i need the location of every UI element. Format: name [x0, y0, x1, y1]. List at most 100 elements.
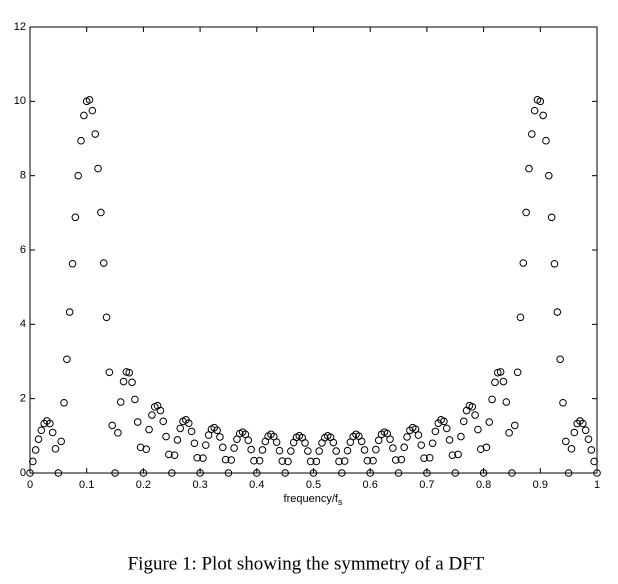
data-point [29, 457, 37, 466]
data-point [37, 426, 46, 435]
data-point [496, 368, 505, 376]
data-point [184, 419, 193, 427]
data-point [525, 164, 533, 173]
data-point [502, 398, 511, 406]
data-point [423, 469, 431, 477]
data-point [176, 424, 185, 433]
data-point [85, 96, 94, 104]
data-point [329, 438, 338, 447]
data-point [167, 469, 176, 477]
y-tick-label: 8 [20, 170, 26, 182]
data-point [204, 431, 213, 439]
data-point [306, 457, 315, 466]
data-point [536, 97, 545, 106]
data-point [165, 450, 173, 459]
data-point [199, 454, 207, 462]
data-point [213, 426, 221, 435]
data-point [471, 411, 479, 419]
data-point [162, 432, 170, 441]
data-point [31, 446, 40, 454]
data-point [284, 457, 292, 466]
data-point [51, 445, 60, 453]
data-point [414, 431, 423, 439]
data-point [553, 308, 562, 316]
y-tick-label: 12 [14, 21, 26, 33]
data-point [570, 428, 579, 437]
data-point [187, 427, 196, 436]
data-point [142, 445, 151, 454]
data-point [63, 355, 71, 364]
data-point [46, 419, 54, 428]
data-point [542, 136, 550, 145]
x-tick-label: 0.3 [192, 479, 207, 491]
data-point [60, 398, 68, 407]
x-tick-label: 0.7 [419, 479, 434, 491]
data-point [54, 469, 63, 477]
data-point [581, 426, 590, 435]
data-point [556, 355, 564, 364]
data-point [363, 456, 372, 465]
data-point [139, 469, 148, 477]
data-point [488, 395, 496, 404]
data-point [545, 171, 553, 180]
data-point [505, 429, 513, 437]
data-point [272, 438, 281, 446]
data-point [91, 130, 100, 138]
data-point [252, 469, 261, 477]
data-point [593, 469, 601, 477]
x-axis-label-subscript: s [338, 497, 343, 507]
data-point [567, 445, 576, 453]
data-point [224, 469, 233, 477]
data-point [244, 436, 253, 445]
data-point [116, 398, 125, 406]
data-point [156, 406, 165, 415]
data-point [400, 443, 409, 452]
data-point [335, 457, 343, 466]
plot-frame [29, 26, 598, 474]
x-axis-label-main: frequency/f [284, 493, 339, 505]
data-point [338, 469, 346, 477]
data-point [275, 446, 284, 455]
data-point [133, 418, 142, 426]
data-point [369, 456, 377, 465]
data-point [108, 421, 117, 430]
data-point [102, 313, 111, 322]
data-point [94, 164, 102, 173]
x-tick-label: 0.8 [476, 479, 491, 491]
x-tick-label: 0.4 [249, 479, 264, 491]
data-point [372, 445, 380, 454]
data-point [590, 457, 598, 466]
x-axis-label: frequency/fs [284, 493, 343, 507]
data-point [493, 368, 502, 377]
x-tick-label: 0.5 [306, 479, 321, 491]
data-point [315, 447, 323, 455]
data-point [547, 213, 556, 222]
data-point [539, 111, 547, 120]
data-point [190, 439, 199, 448]
data-point [278, 457, 287, 465]
data-point [80, 111, 88, 120]
data-point [119, 377, 128, 386]
data-point [451, 469, 460, 477]
data-point [584, 435, 593, 443]
data-point [357, 437, 366, 446]
data-point [125, 368, 134, 377]
data-point [241, 430, 250, 439]
y-tick-label: 2 [20, 393, 26, 405]
data-point [173, 436, 182, 444]
data-point [145, 425, 153, 434]
data-point [527, 130, 536, 138]
data-point [360, 446, 369, 454]
data-point [88, 106, 97, 115]
x-tick-label: 0.9 [533, 479, 548, 491]
data-point [508, 469, 516, 477]
data-point [482, 443, 491, 452]
y-tick-label: 6 [20, 244, 26, 256]
data-point [485, 418, 494, 426]
data-point [442, 424, 451, 433]
data-point [201, 441, 210, 449]
data-point [77, 136, 85, 145]
data-point [440, 417, 448, 426]
data-point [491, 378, 499, 387]
data-point [255, 456, 264, 465]
